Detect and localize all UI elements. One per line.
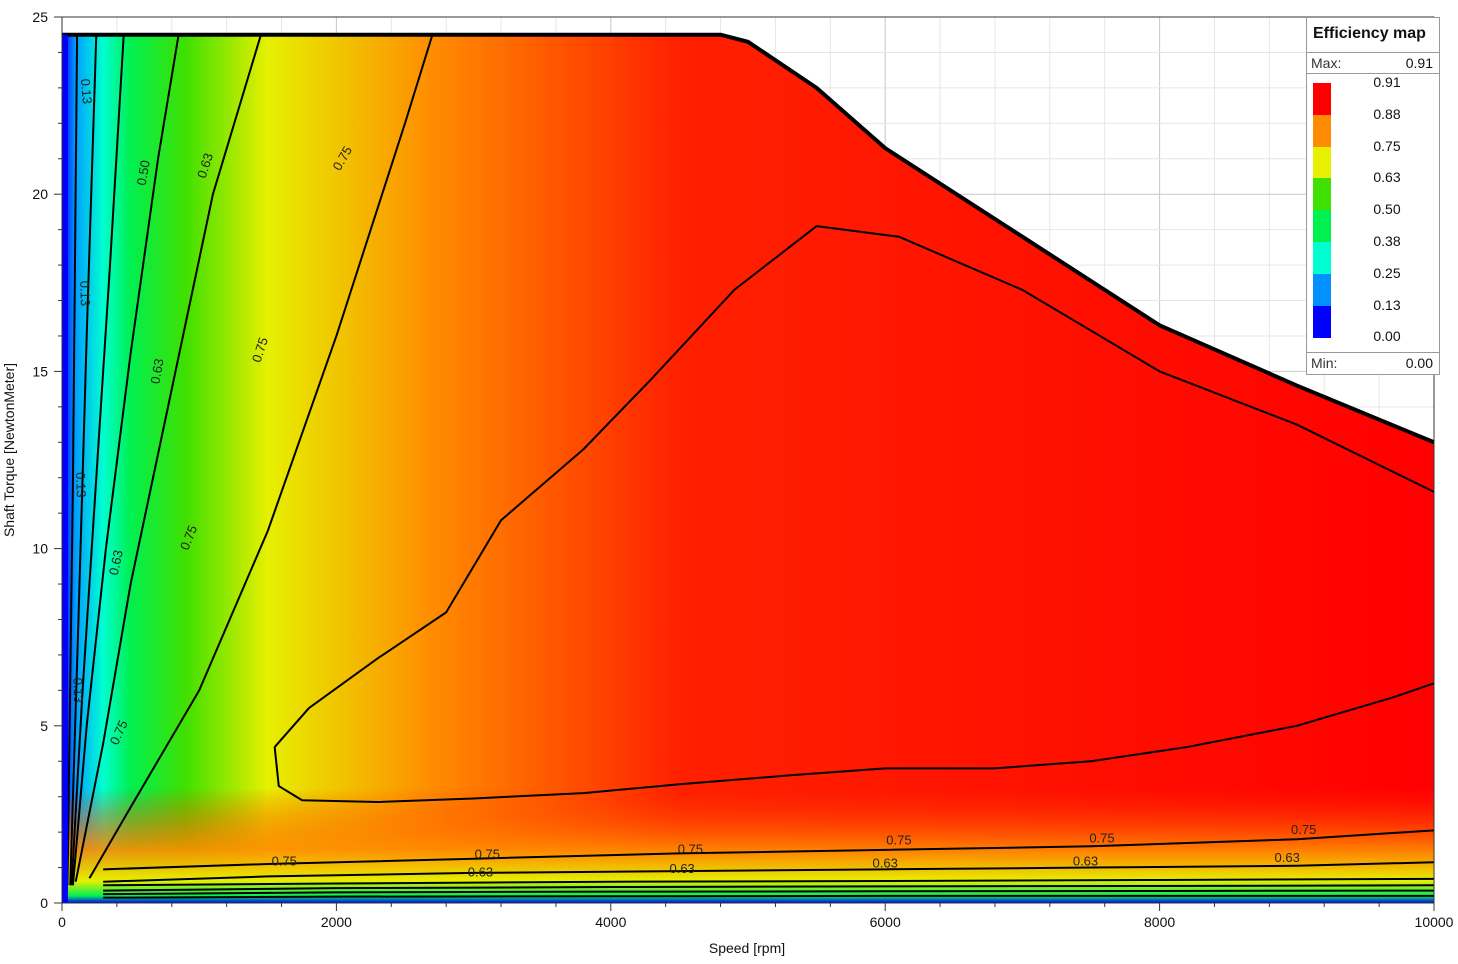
efficiency-field xyxy=(62,34,1434,903)
contour-label: 0.13 xyxy=(78,78,95,105)
plot-axes xyxy=(54,16,1435,911)
contour-line xyxy=(74,34,262,882)
contour-label: 0.13 xyxy=(70,677,86,703)
legend-swatch xyxy=(1313,114,1331,147)
legend-swatches: 0.91 0.88 0.75 0.63 0.50 0.38 0.25 0.13 0.00 xyxy=(1307,74,1439,353)
y-tick-label: 0 xyxy=(40,895,48,911)
efficiency-legend: Efficiency map Max: 0.91 0.91 0.88 0.75 0.6… xyxy=(1306,17,1440,375)
contour-label: 0.63 xyxy=(873,855,898,870)
contour-label: 0.63 xyxy=(194,151,216,180)
legend-value: 0.00 xyxy=(1373,328,1401,345)
contour-line xyxy=(103,877,1435,887)
contour-label: 0.13 xyxy=(77,280,93,306)
legend-min-value: 0.00 xyxy=(1405,355,1433,371)
x-tick-label: 8000 xyxy=(1144,914,1175,930)
contour-label: 0.63 xyxy=(147,357,166,385)
contour-label: 0.75 xyxy=(249,335,271,364)
legend-max-value: 0.91 xyxy=(1405,55,1433,71)
contour-label: 0.63 xyxy=(468,864,493,879)
legend-value: 0.25 xyxy=(1373,264,1401,281)
legend-swatch xyxy=(1313,146,1331,179)
contour-label: 0.63 xyxy=(1275,850,1300,865)
contour-line xyxy=(69,34,98,886)
legend-min-row: Min: 0.00 xyxy=(1307,353,1439,373)
contour-line xyxy=(70,34,125,886)
contour-line xyxy=(66,34,79,886)
x-tick-labels: 0 2000 4000 6000 8000 10000 xyxy=(58,914,1454,930)
contour-line xyxy=(71,34,180,886)
y-tick-label: 10 xyxy=(32,541,48,557)
contour-label: 0.13 xyxy=(73,472,89,498)
efficiency-gradient-vertical xyxy=(62,34,1434,903)
x-tick-label: 6000 xyxy=(870,914,901,930)
contour-line xyxy=(103,894,1434,899)
torque-envelope xyxy=(62,32,1435,903)
legend-swatch xyxy=(1313,273,1331,306)
legend-max-row: Max: 0.91 xyxy=(1307,53,1439,74)
contour-label: 0.75 xyxy=(272,854,297,869)
legend-swatch xyxy=(1313,178,1331,211)
legend-value: 0.13 xyxy=(1373,296,1401,313)
x-axis-title: Speed [rpm] xyxy=(709,940,785,956)
contour-label: 0.75 xyxy=(678,841,703,856)
legend-value: 0.50 xyxy=(1373,201,1401,218)
legend-swatch xyxy=(1313,242,1331,274)
y-tick-label: 15 xyxy=(32,363,48,379)
contour-label: 0.63 xyxy=(106,549,126,577)
contour-label: 0.63 xyxy=(1073,854,1098,869)
legend-value: 0.63 xyxy=(1373,169,1401,186)
torque-envelope-line xyxy=(62,32,1435,445)
contour-label: 0.63 xyxy=(669,861,694,876)
legend-min-label: Min: xyxy=(1311,355,1338,371)
legend-value: 0.88 xyxy=(1373,105,1401,122)
contour-labels: 0.75 0.63 0.50 0.13 0.75 0.63 0.13 0.75 0.63 0.13… xyxy=(70,78,1316,879)
contour-line xyxy=(88,34,434,879)
legend-swatch xyxy=(1313,305,1331,338)
y-axis-title: Shaft Torque [NewtonMeter] xyxy=(1,363,17,537)
contour-line xyxy=(103,861,1435,883)
legend-value: 0.38 xyxy=(1373,233,1401,249)
contour-label: 0.50 xyxy=(134,159,153,187)
contour-line xyxy=(273,682,1435,803)
y-tick-labels: 0 5 10 15 20 25 xyxy=(32,9,48,911)
contour-label: 0.75 xyxy=(1291,822,1316,837)
x-tick-label: 4000 xyxy=(595,914,626,930)
contour-label: 0.75 xyxy=(475,847,500,862)
x-tick-label: 10000 xyxy=(1415,914,1454,930)
contour-line xyxy=(273,225,1435,748)
contour-line xyxy=(103,884,1435,892)
contour-line xyxy=(103,889,1435,896)
legend-title: Efficiency map xyxy=(1307,18,1439,53)
legend-swatch xyxy=(1313,210,1331,243)
x-tick-label: 2000 xyxy=(321,914,352,930)
x-tick-label: 0 xyxy=(58,914,66,930)
contour-label: 0.75 xyxy=(1089,831,1114,846)
legend-max-label: Max: xyxy=(1311,55,1342,71)
y-tick-label: 5 xyxy=(40,718,48,734)
contour-line xyxy=(103,829,1435,871)
contour-lines xyxy=(66,34,1435,899)
legend-value: 0.75 xyxy=(1373,137,1401,154)
legend-value: 0.91 xyxy=(1373,74,1401,90)
plot-frame xyxy=(61,16,1435,904)
legend-swatch xyxy=(1313,83,1331,115)
y-tick-label: 20 xyxy=(32,186,48,202)
contour-label: 0.75 xyxy=(886,832,911,847)
y-tick-label: 25 xyxy=(32,9,48,25)
